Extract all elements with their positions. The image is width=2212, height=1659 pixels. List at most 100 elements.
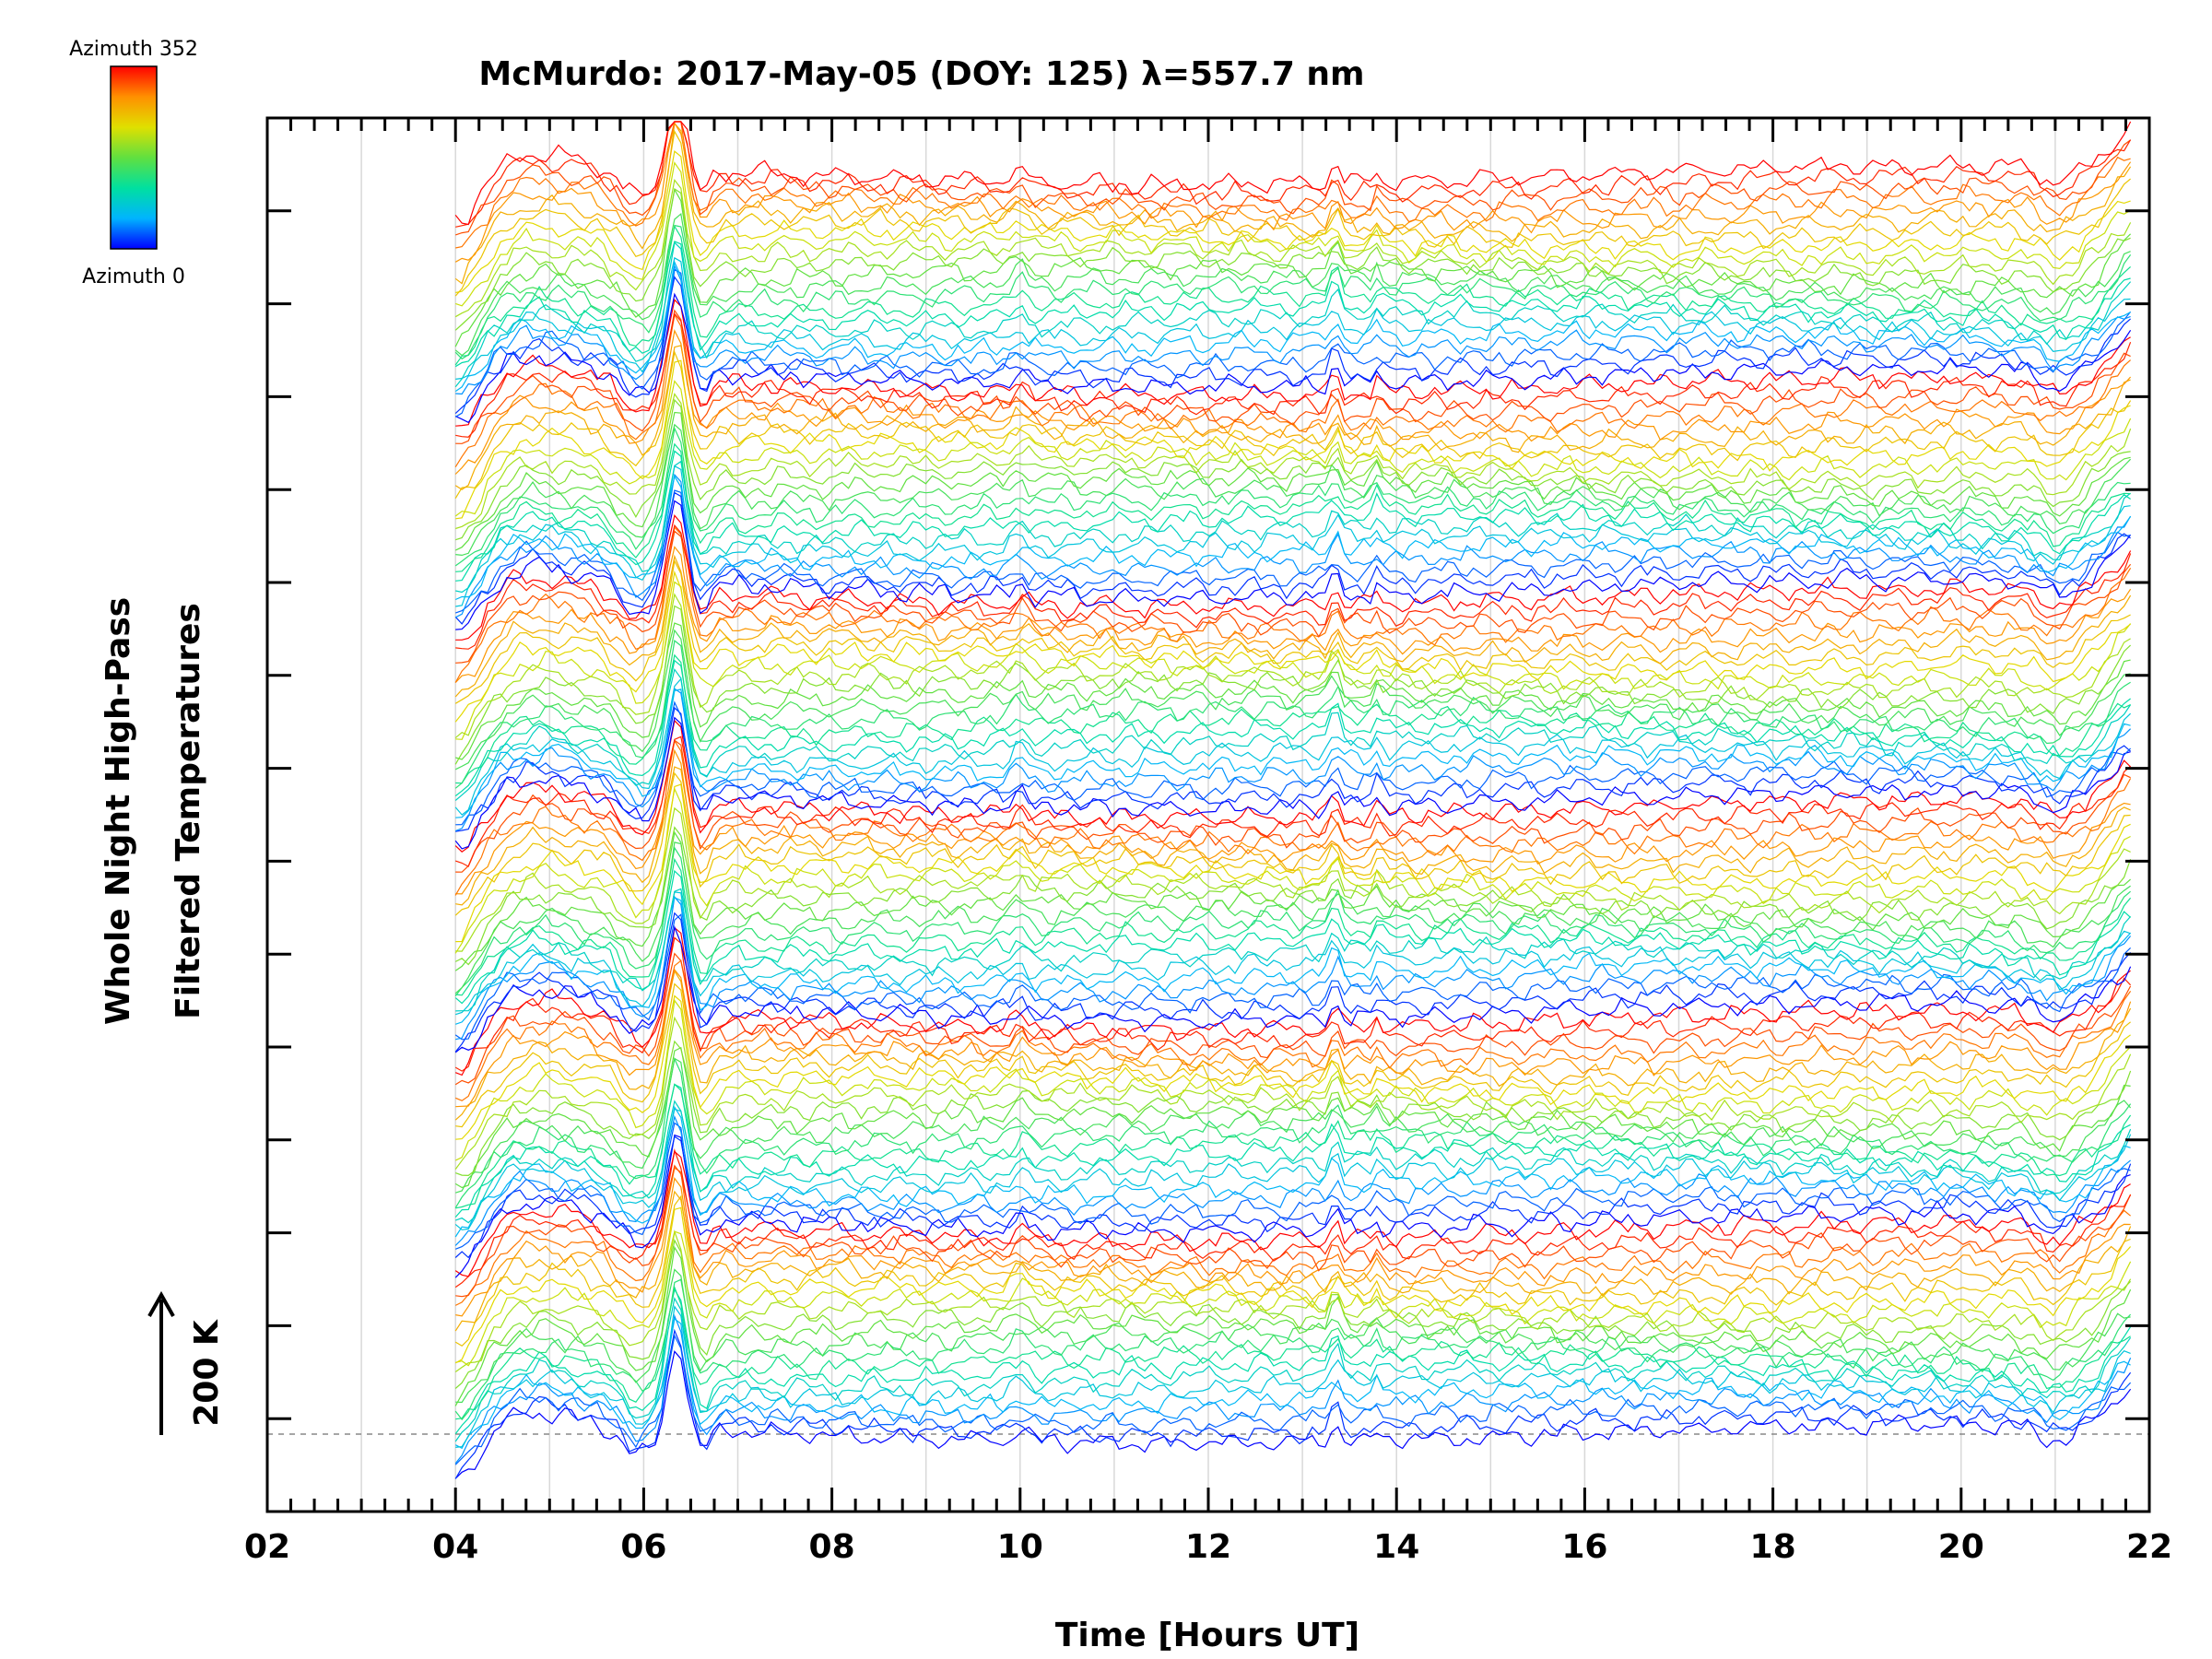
azimuth-series-line — [455, 994, 2131, 1140]
scale-bar-arrow-head — [147, 1290, 175, 1317]
azimuth-series-line — [454, 411, 2131, 551]
azimuth-series-line — [455, 1177, 2131, 1317]
colorbar-bottom-label: Azimuth 0 — [82, 265, 185, 288]
azimuth-series-line — [455, 1268, 2131, 1404]
azimuth-series-line — [455, 256, 2131, 380]
azimuth-series-line — [454, 121, 2132, 263]
azimuth-series-line — [454, 1122, 2131, 1250]
azimuth-series-line — [454, 739, 2132, 896]
azimuth-series-line — [454, 1206, 2132, 1364]
azimuth-series-line — [455, 121, 2131, 249]
azimuth-series-line — [455, 393, 2132, 530]
azimuth-series-line — [455, 896, 2132, 1025]
azimuth-series-line — [454, 121, 2132, 226]
colorbar-legend: Azimuth 352 Azimuth 0 — [69, 38, 198, 288]
azimuth-series-line — [455, 895, 2132, 1041]
azimuth-series-line — [454, 546, 2132, 684]
azimuth-series-line — [454, 1190, 2132, 1332]
azimuth-series-line — [454, 475, 2132, 601]
azimuth-series-line — [455, 622, 2131, 760]
azimuth-series-line — [454, 1334, 2132, 1465]
azimuth-series-line — [454, 1114, 2131, 1246]
azimuth-series-line — [454, 178, 2132, 318]
azimuth-series-line — [454, 1278, 2132, 1421]
azimuth-series-line — [454, 241, 2132, 388]
azimuth-series-line — [454, 1349, 2132, 1479]
azimuth-series-line — [455, 312, 2132, 438]
azimuth-series-line — [454, 1230, 2132, 1372]
azimuth-series-line — [454, 260, 2131, 393]
azimuth-series-line — [455, 149, 2131, 294]
azimuth-series-line — [454, 639, 2131, 789]
azimuth-series-line — [454, 667, 2132, 801]
x-tick-label: 12 — [1185, 1528, 1231, 1566]
azimuth-series-line — [454, 629, 2131, 771]
azimuth-series-line — [454, 122, 2132, 285]
azimuth-series-line — [454, 1105, 2131, 1238]
azimuth-series-line — [455, 581, 2132, 740]
azimuth-series-line — [454, 1245, 2132, 1406]
x-tick-label: 04 — [432, 1528, 478, 1566]
azimuth-series-line — [455, 1164, 2132, 1298]
azimuth-series-line — [455, 766, 2131, 906]
azimuth-series-line — [454, 491, 2131, 625]
azimuth-series-line — [454, 936, 2132, 1072]
azimuth-series-line — [455, 1285, 2131, 1420]
azimuth-series-line — [454, 1083, 2131, 1218]
azimuth-series-line — [455, 530, 2132, 664]
azimuth-series-line — [454, 1194, 2131, 1347]
colorbar-gradient — [110, 65, 158, 250]
scale-bar: 200 K — [147, 1290, 226, 1435]
azimuth-series-line — [455, 450, 2131, 582]
azimuth-series-line — [455, 1057, 2132, 1194]
azimuth-series-line — [454, 188, 2132, 347]
azimuth-series-line — [454, 268, 2132, 418]
x-tick-label: 06 — [620, 1528, 666, 1566]
azimuth-series-line — [455, 1230, 2132, 1367]
x-tick-label: 18 — [1750, 1528, 1796, 1566]
azimuth-series-line — [454, 188, 2131, 331]
azimuth-series-line — [454, 559, 2131, 704]
azimuth-series-line — [454, 554, 2132, 698]
x-axis-label: Time [Hours UT] — [1055, 1617, 1359, 1654]
azimuth-series-line — [454, 1150, 2131, 1277]
azimuth-series-line — [454, 970, 2132, 1121]
azimuth-series-line — [454, 473, 2132, 618]
azimuth-series-line — [455, 121, 2132, 228]
azimuth-series-line — [454, 659, 2131, 797]
azimuth-series-line — [454, 786, 2131, 954]
azimuth-series-line — [455, 264, 2131, 395]
azimuth-series-line — [455, 299, 2131, 427]
azimuth-series-line — [455, 121, 2131, 236]
series-lines — [454, 121, 2132, 1479]
azimuth-series-line — [455, 460, 2131, 594]
y-axis-label-line2: Filtered Temperatures — [170, 603, 207, 1019]
azimuth-series-line — [455, 513, 2132, 641]
azimuth-series-line — [455, 398, 2131, 541]
azimuth-series-line — [455, 888, 2132, 1012]
azimuth-series-line — [454, 869, 2132, 1005]
azimuth-series-line — [454, 1135, 2132, 1259]
azimuth-series-line — [455, 161, 2131, 307]
azimuth-series-line — [454, 926, 2131, 1077]
x-tick-label: 08 — [809, 1528, 855, 1566]
azimuth-series-line — [454, 830, 2131, 971]
azimuth-series-line — [455, 688, 2131, 818]
azimuth-series-line — [454, 489, 2131, 614]
x-tick-label: 16 — [1561, 1528, 1607, 1566]
x-tick-label: 02 — [244, 1528, 290, 1566]
azimuth-series-line — [454, 999, 2132, 1161]
azimuth-series-line — [454, 329, 2132, 475]
azimuth-series-line — [454, 716, 2131, 850]
azimuth-series-line — [454, 771, 2131, 916]
azimuth-series-line — [454, 841, 2131, 994]
azimuth-series-line — [454, 593, 2131, 739]
azimuth-series-line — [455, 500, 2132, 630]
azimuth-series-line — [455, 783, 2131, 943]
azimuth-series-line — [455, 423, 2132, 557]
axis-ticks — [265, 118, 2151, 1512]
azimuth-series-line — [455, 524, 2132, 650]
scale-bar-label: 200 K — [188, 1319, 226, 1427]
azimuth-series-line — [455, 309, 2131, 444]
azimuth-series-line — [454, 1297, 2132, 1442]
